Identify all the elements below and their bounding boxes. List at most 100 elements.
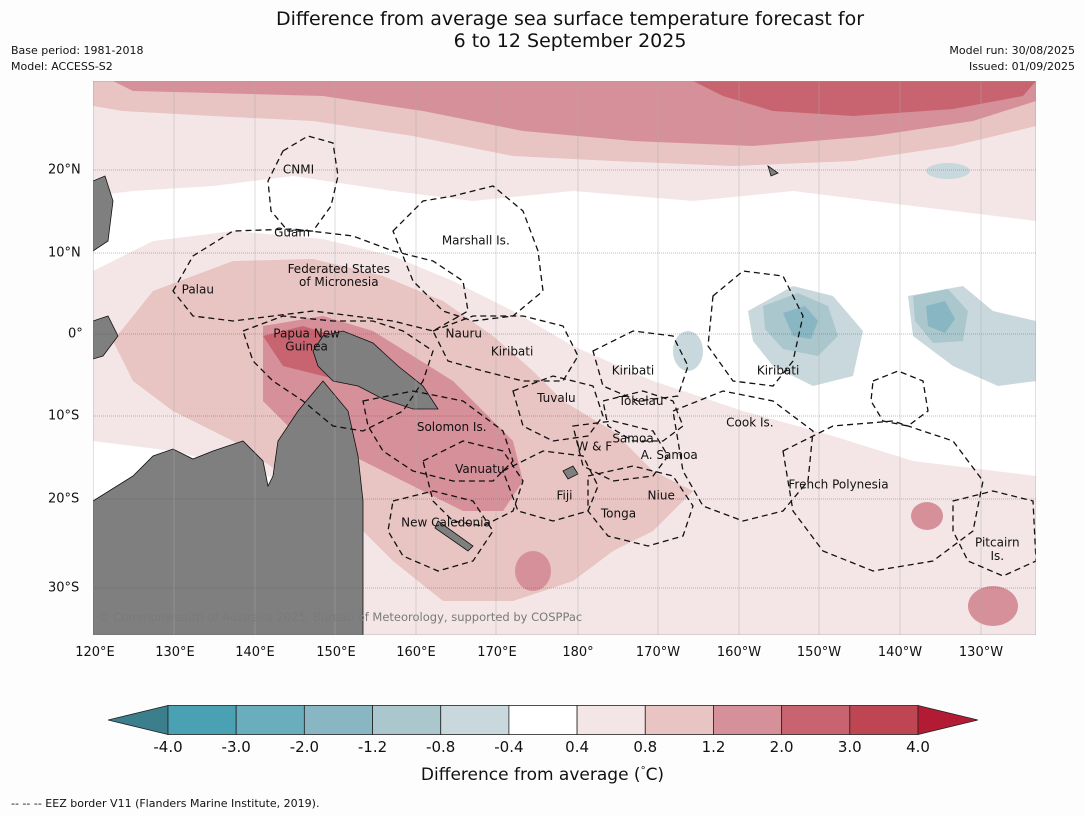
cool-patch-far-east-strong <box>926 301 955 333</box>
colorbar-title-before: Difference from average ( <box>420 765 641 785</box>
region-label: Marshall Is. <box>442 234 510 248</box>
x-tick: 160°E <box>396 645 436 660</box>
warm-patch-south <box>515 551 551 591</box>
eez-marshall <box>392 185 544 322</box>
colorbar-segment <box>644 705 714 735</box>
y-tick: 10°N <box>48 245 81 261</box>
x-tick: 140°W <box>877 645 923 660</box>
region-label: New Caledonia <box>401 516 491 530</box>
eez-samoa <box>572 420 669 482</box>
region-label: Tonga <box>600 507 636 521</box>
warm-band-north-core <box>693 81 1036 116</box>
region-label: Samoa <box>612 431 653 445</box>
eez-nauru-kiribati <box>432 315 579 382</box>
eez-kiribati-line <box>707 270 804 387</box>
region-label: Kiribati <box>491 345 533 359</box>
title-line-1: Difference from average sea surface temp… <box>275 8 865 30</box>
colorbar-tick-label: 0.4 <box>565 738 590 756</box>
colorbar-tick-label: 1.2 <box>701 738 726 756</box>
colorbar-tick-label: -3.0 <box>221 738 251 756</box>
region-label: of Micronesia <box>299 275 379 289</box>
x-tick: 150°E <box>316 645 356 660</box>
australia-land <box>93 380 364 635</box>
x-tick: 120°E <box>75 645 115 660</box>
colorbar-segment <box>508 705 578 735</box>
title-line-2: 6 to 12 September 2025 <box>453 30 687 52</box>
copyright-notice: © Commonwealth of Australia 2025, Bureau… <box>98 610 582 624</box>
region-label: Cook Is. <box>726 416 773 430</box>
eez-borders <box>172 135 1036 577</box>
eez-solomon <box>362 390 514 482</box>
colorbar-tick-label: 0.8 <box>633 738 658 756</box>
eez-png <box>242 315 434 432</box>
borneo-land <box>93 315 119 360</box>
philippines-land <box>93 175 114 252</box>
colorbar-title-degree: ° <box>640 765 646 777</box>
meta-left: Base period: 1981-2018 Model: ACCESS-S2 <box>11 43 143 75</box>
region-label: Palau <box>182 283 214 297</box>
region-label: Vanuatu <box>455 462 505 476</box>
eez-french-polynesia <box>782 420 984 572</box>
x-tick: 170°W <box>635 645 681 660</box>
colorbar-title: Difference from average (°C) <box>0 765 1085 785</box>
colorbar-extend-high <box>917 705 978 735</box>
x-tick: 130°W <box>958 645 1004 660</box>
eez-tokelau <box>602 390 684 442</box>
y-tick: 30°S <box>48 580 80 596</box>
issued-date: Issued: 01/09/2025 <box>968 60 1075 73</box>
region-label: Guam <box>274 226 310 240</box>
colorbar <box>108 705 978 735</box>
eez-kiribati-phoenix <box>592 330 689 402</box>
region-label: A. Samoa <box>641 448 698 462</box>
y-tick: 10°S <box>48 408 80 424</box>
eez-tonga-niue <box>587 465 694 547</box>
region-label: W & F <box>576 440 612 454</box>
region-label: Kiribati <box>757 364 799 378</box>
x-tick: 150°W <box>796 645 842 660</box>
eez-new-caledonia <box>387 490 494 572</box>
region-label: Tokelau <box>618 394 664 408</box>
colorbar-segment <box>235 705 305 735</box>
eez-cook <box>672 390 814 522</box>
new-caledonia-land <box>434 520 474 552</box>
region-label: French Polynesia <box>788 478 888 492</box>
new-guinea-land <box>312 330 439 410</box>
colorbar-title-after: C) <box>645 765 665 785</box>
eez-fiji <box>502 450 599 522</box>
x-tick: 180° <box>562 645 594 660</box>
colorbar-tick-label: 3.0 <box>837 738 862 756</box>
graticule <box>93 81 1036 635</box>
warm-patch-southeast <box>968 586 1018 626</box>
region-label: Solomon Is. <box>417 420 487 434</box>
eez-pitcairn <box>952 490 1036 577</box>
colorbar-tick-label: 4.0 <box>906 738 930 756</box>
cool-patch-north <box>926 163 970 179</box>
colorbar-extend-low <box>108 705 169 735</box>
x-tick: 140°E <box>235 645 275 660</box>
warm-patch-east <box>911 502 943 530</box>
region-label: Pitcairn <box>975 536 1020 550</box>
region-label: Niue <box>648 488 675 502</box>
eez-cnmi <box>267 135 339 232</box>
hawaii-land <box>767 165 779 177</box>
colorbar-segment <box>576 705 646 735</box>
colorbar-segment <box>781 705 851 735</box>
region-label: CNMI <box>283 163 314 177</box>
landmasses <box>93 165 779 635</box>
colorbar-tick-label: -0.4 <box>494 738 524 756</box>
colorbar-tick-label: -4.0 <box>153 738 183 756</box>
eez-footnote: -- -- -- EEZ border V11 (Flanders Marine… <box>11 797 320 810</box>
y-tick: 20°S <box>48 491 80 507</box>
colorbar-tick-label: -1.2 <box>357 738 388 756</box>
region-label: Fiji <box>556 488 572 502</box>
region-label: Guinea <box>285 340 328 354</box>
cool-patch-central <box>673 331 703 371</box>
region-label: Tuvalu <box>536 391 576 405</box>
colorbar-tick-label: -2.0 <box>289 738 320 756</box>
colorbar-tick-label: -0.8 <box>426 738 456 756</box>
x-tick: 170°E <box>477 645 517 660</box>
colorbar-segment <box>303 705 373 735</box>
region-label: Nauru <box>446 326 482 340</box>
